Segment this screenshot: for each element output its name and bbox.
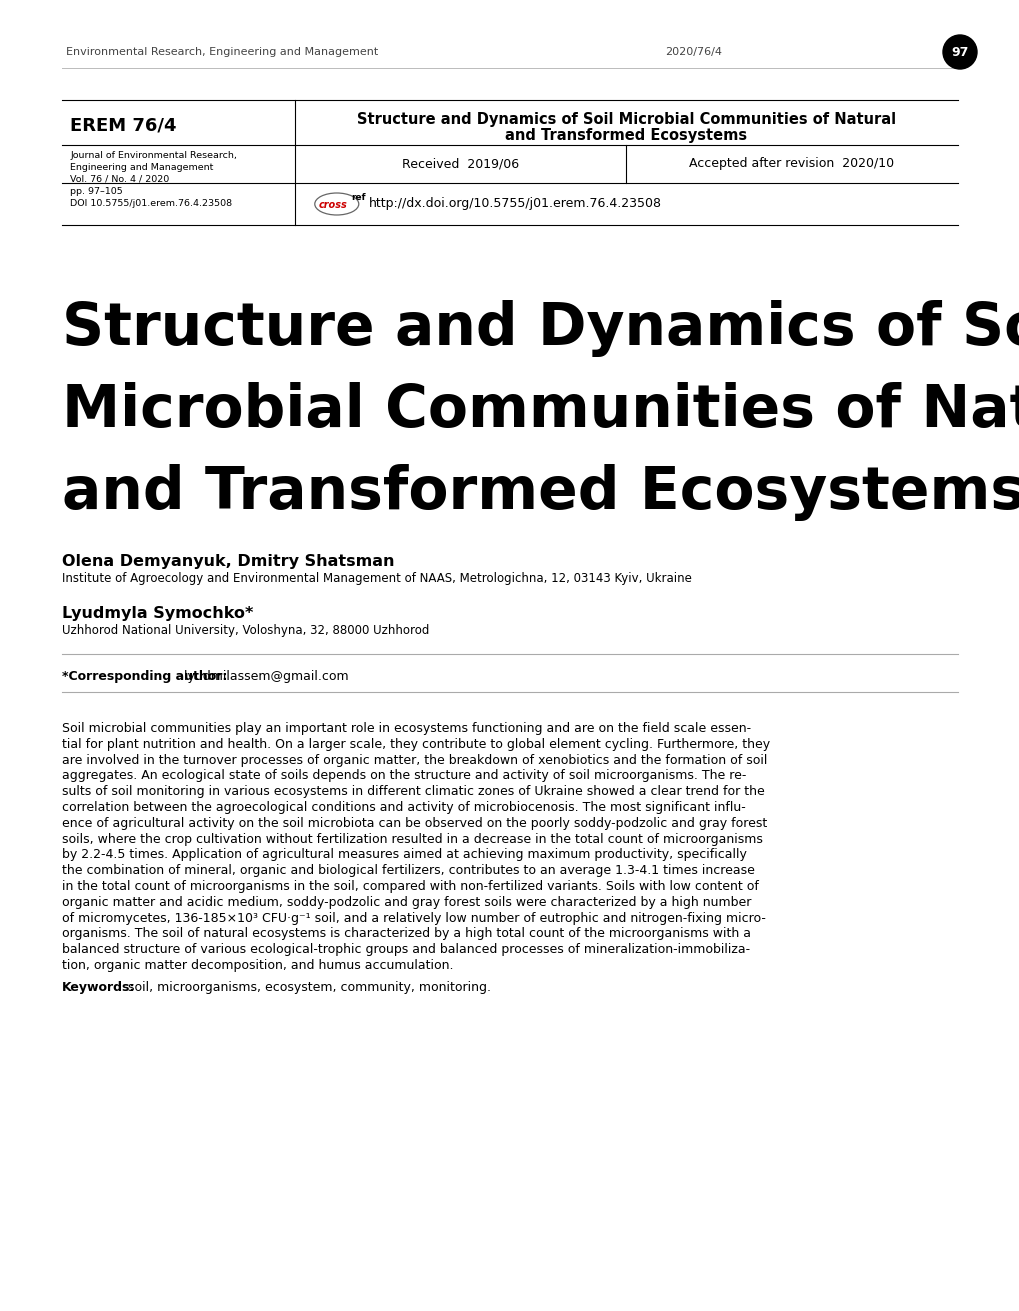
- Text: DOI 10.5755/j01.erem.76.4.23508: DOI 10.5755/j01.erem.76.4.23508: [70, 199, 232, 208]
- Text: are involved in the turnover processes of organic matter, the breakdown of xenob: are involved in the turnover processes o…: [62, 754, 767, 767]
- Text: Vol. 76 / No. 4 / 2020: Vol. 76 / No. 4 / 2020: [70, 174, 169, 184]
- Text: http://dx.doi.org/10.5755/j01.erem.76.4.23508: http://dx.doi.org/10.5755/j01.erem.76.4.…: [369, 198, 661, 211]
- Text: Environmental Research, Engineering and Management: Environmental Research, Engineering and …: [66, 47, 378, 56]
- Text: correlation between the agroecological conditions and activity of microbiocenosi: correlation between the agroecological c…: [62, 801, 745, 814]
- Text: in the total count of microorganisms in the soil, compared with non-fertilized v: in the total count of microorganisms in …: [62, 880, 758, 893]
- Text: and Transformed Ecosystems: and Transformed Ecosystems: [504, 128, 747, 143]
- Text: Soil microbial communities play an important role in ecosystems functioning and : Soil microbial communities play an impor…: [62, 722, 751, 735]
- Text: soils, where the crop cultivation without fertilization resulted in a decrease i: soils, where the crop cultivation withou…: [62, 832, 762, 846]
- Text: EREM 76/4: EREM 76/4: [70, 115, 176, 134]
- Text: ref: ref: [351, 194, 365, 202]
- Text: soil, microorganisms, ecosystem, community, monitoring.: soil, microorganisms, ecosystem, communi…: [124, 981, 491, 994]
- Text: tion, organic matter decomposition, and humus accumulation.: tion, organic matter decomposition, and …: [62, 960, 453, 971]
- Text: and Transformed Ecosystems: and Transformed Ecosystems: [62, 464, 1019, 520]
- Text: Uzhhorod National University, Voloshyna, 32, 88000 Uzhhorod: Uzhhorod National University, Voloshyna,…: [62, 624, 429, 637]
- Text: Accepted after revision  2020/10: Accepted after revision 2020/10: [689, 157, 894, 170]
- Text: tial for plant nutrition and health. On a larger scale, they contribute to globa: tial for plant nutrition and health. On …: [62, 738, 769, 751]
- Text: of micromycetes, 136-185×10³ CFU·g⁻¹ soil, and a relatively low number of eutrop: of micromycetes, 136-185×10³ CFU·g⁻¹ soi…: [62, 911, 765, 924]
- Text: organic matter and acidic medium, soddy-podzolic and gray forest soils were char: organic matter and acidic medium, soddy-…: [62, 895, 751, 909]
- Text: organisms. The soil of natural ecosystems is characterized by a high total count: organisms. The soil of natural ecosystem…: [62, 927, 750, 940]
- Text: Lyudmyla Symochko*: Lyudmyla Symochko*: [62, 606, 254, 621]
- Text: *Corresponding author:: *Corresponding author:: [62, 670, 227, 683]
- Text: Structure and Dynamics of Soil: Structure and Dynamics of Soil: [62, 300, 1019, 357]
- Text: sults of soil monitoring in various ecosystems in different climatic zones of Uk: sults of soil monitoring in various ecos…: [62, 785, 764, 798]
- Text: Received  2019/06: Received 2019/06: [401, 157, 519, 170]
- Text: the combination of mineral, organic and biological fertilizers, contributes to a: the combination of mineral, organic and …: [62, 864, 754, 877]
- Text: Engineering and Management: Engineering and Management: [70, 163, 213, 172]
- Text: Journal of Environmental Research,: Journal of Environmental Research,: [70, 151, 236, 160]
- Text: Microbial Communities of Natural: Microbial Communities of Natural: [62, 382, 1019, 439]
- Text: Structure and Dynamics of Soil Microbial Communities of Natural: Structure and Dynamics of Soil Microbial…: [357, 111, 895, 127]
- Text: ence of agricultural activity on the soil microbiota can be observed on the poor: ence of agricultural activity on the soi…: [62, 817, 766, 830]
- Text: balanced structure of various ecological-trophic groups and balanced processes o: balanced structure of various ecological…: [62, 943, 750, 956]
- Text: 97: 97: [951, 46, 968, 59]
- Text: by 2.2-4.5 times. Application of agricultural measures aimed at achieving maximu: by 2.2-4.5 times. Application of agricul…: [62, 848, 746, 861]
- Text: Olena Demyanyuk, Dmitry Shatsman: Olena Demyanyuk, Dmitry Shatsman: [62, 555, 394, 569]
- Text: lyudmilassem@gmail.com: lyudmilassem@gmail.com: [180, 670, 348, 683]
- Text: cross: cross: [318, 201, 346, 210]
- Text: Keywords:: Keywords:: [62, 981, 136, 994]
- Text: 2020/76/4: 2020/76/4: [664, 47, 721, 56]
- Text: pp. 97–105: pp. 97–105: [70, 187, 123, 197]
- Text: Institute of Agroecology and Environmental Management of NAAS, Metrologichna, 12: Institute of Agroecology and Environment…: [62, 572, 692, 585]
- Circle shape: [943, 35, 976, 69]
- Text: aggregates. An ecological state of soils depends on the structure and activity o: aggregates. An ecological state of soils…: [62, 770, 746, 783]
